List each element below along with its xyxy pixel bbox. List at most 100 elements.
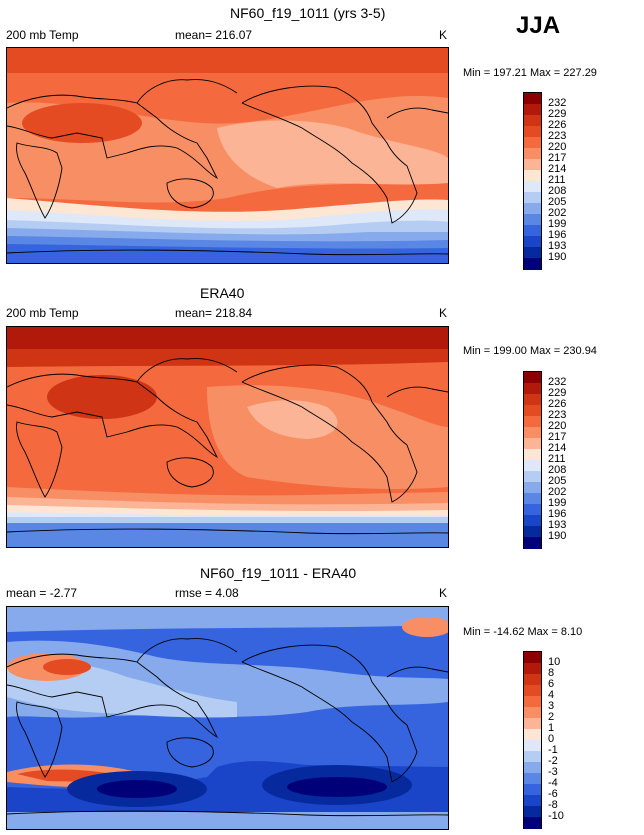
colorbar-swatch — [524, 817, 541, 829]
colorbar-swatch — [524, 751, 541, 763]
colorbar-swatch — [524, 515, 541, 527]
panel2-left-label: 200 mb Temp — [6, 306, 79, 320]
colorbar-tick-label: -2 — [548, 755, 558, 767]
colorbar-tick-label: 226 — [548, 119, 567, 131]
colorbar-swatch — [524, 159, 541, 171]
colorbar-tick-label: 232 — [548, 376, 567, 388]
panel1-colorbar — [523, 92, 542, 270]
panel2-map-field — [7, 327, 448, 547]
panel3-units: K — [439, 586, 448, 600]
colorbar-swatch — [524, 181, 541, 193]
colorbar-tick-label: 205 — [548, 475, 567, 487]
colorbar-tick-label: 8 — [548, 667, 555, 679]
panel3-colorbar — [523, 651, 542, 829]
colorbar-swatch — [524, 718, 541, 730]
colorbar-swatch — [524, 740, 541, 752]
colorbar-tick-label: -8 — [548, 799, 558, 811]
colorbar-tick-label: 10 — [548, 656, 561, 668]
colorbar-swatch — [524, 236, 541, 248]
panel3-title: NF60_f19_1011 - ERA40 — [200, 565, 357, 581]
colorbar-swatch — [524, 93, 541, 105]
colorbar-tick-label: -4 — [548, 777, 558, 789]
colorbar-tick-label: -1 — [548, 744, 558, 756]
panel2-units: K — [439, 306, 448, 320]
colorbar-swatch — [524, 427, 541, 439]
colorbar-swatch — [524, 247, 541, 259]
colorbar-tick-label: 199 — [548, 218, 567, 230]
colorbar-tick-label: 0 — [548, 733, 555, 745]
colorbar-tick-label: 190 — [548, 251, 567, 263]
colorbar-tick-label: 217 — [548, 152, 567, 164]
colorbar-swatch — [524, 126, 541, 138]
colorbar-swatch — [524, 104, 541, 116]
panel3-rmse: rmse = 4.08 — [175, 586, 239, 600]
panel3-map-field — [7, 607, 448, 829]
panel1-map — [6, 47, 449, 264]
colorbar-swatch — [524, 773, 541, 785]
colorbar-tick-label: 1 — [548, 722, 555, 734]
colorbar-swatch — [524, 203, 541, 215]
panel2-map — [6, 326, 449, 548]
colorbar-swatch — [524, 170, 541, 182]
panel3-mean: mean = -2.77 — [6, 586, 78, 600]
colorbar-swatch — [524, 449, 541, 461]
colorbar-swatch — [524, 438, 541, 450]
colorbar-swatch — [524, 258, 541, 270]
colorbar-tick-label: 217 — [548, 431, 567, 443]
colorbar-swatch — [524, 137, 541, 149]
colorbar-swatch — [524, 192, 541, 204]
colorbar-tick-label: 193 — [548, 240, 567, 252]
panel1-units: K — [439, 28, 448, 42]
colorbar-tick-label: 196 — [548, 229, 567, 241]
colorbar-tick-label: 2 — [548, 711, 555, 723]
colorbar-tick-label: 229 — [548, 387, 567, 399]
colorbar-tick-label: 6 — [548, 678, 555, 690]
colorbar-swatch — [524, 504, 541, 516]
colorbar-swatch — [524, 405, 541, 417]
colorbar-swatch — [524, 225, 541, 237]
panel2-minmax: Min = 199.00 Max = 230.94 — [463, 345, 597, 357]
colorbar-swatch — [524, 148, 541, 160]
colorbar-swatch — [524, 471, 541, 483]
colorbar-tick-label: 196 — [548, 508, 567, 520]
panel1-title: NF60_f19_1011 (yrs 3-5) — [230, 5, 386, 21]
colorbar-tick-label: -10 — [548, 810, 564, 822]
colorbar-swatch — [524, 806, 541, 818]
colorbar-tick-label: 223 — [548, 130, 567, 142]
colorbar-tick-label: 229 — [548, 108, 567, 120]
colorbar-tick-label: 226 — [548, 398, 567, 410]
colorbar-swatch — [524, 729, 541, 741]
colorbar-tick-label: 214 — [548, 163, 567, 175]
panel2-mean: mean= 218.84 — [175, 306, 253, 320]
colorbar-tick-label: 202 — [548, 207, 567, 219]
panel3-minmax: Min = -14.62 Max = 8.10 — [463, 626, 583, 638]
colorbar-swatch — [524, 115, 541, 127]
colorbar-swatch — [524, 663, 541, 675]
colorbar-swatch — [524, 526, 541, 538]
colorbar-tick-label: 205 — [548, 196, 567, 208]
colorbar-tick-label: 4 — [548, 689, 555, 701]
colorbar-swatch — [524, 795, 541, 807]
colorbar-swatch — [524, 214, 541, 226]
colorbar-tick-label: -6 — [548, 788, 558, 800]
colorbar-tick-label: 220 — [548, 141, 567, 153]
season-label: JJA — [516, 12, 561, 39]
colorbar-tick-label: 3 — [548, 700, 555, 712]
colorbar-tick-label: 193 — [548, 519, 567, 531]
colorbar-swatch — [524, 707, 541, 719]
colorbar-swatch — [524, 537, 541, 549]
colorbar-swatch — [524, 372, 541, 384]
colorbar-swatch — [524, 394, 541, 406]
colorbar-tick-label: 220 — [548, 420, 567, 432]
colorbar-tick-label: 208 — [548, 464, 567, 476]
colorbar-swatch — [524, 460, 541, 472]
colorbar-tick-label: -3 — [548, 766, 558, 778]
colorbar-swatch — [524, 762, 541, 774]
panel2-colorbar — [523, 371, 542, 549]
colorbar-swatch — [524, 784, 541, 796]
colorbar-swatch — [524, 674, 541, 686]
panel1-left-label: 200 mb Temp — [6, 28, 79, 42]
colorbar-swatch — [524, 493, 541, 505]
colorbar-swatch — [524, 696, 541, 708]
colorbar-tick-label: 208 — [548, 185, 567, 197]
